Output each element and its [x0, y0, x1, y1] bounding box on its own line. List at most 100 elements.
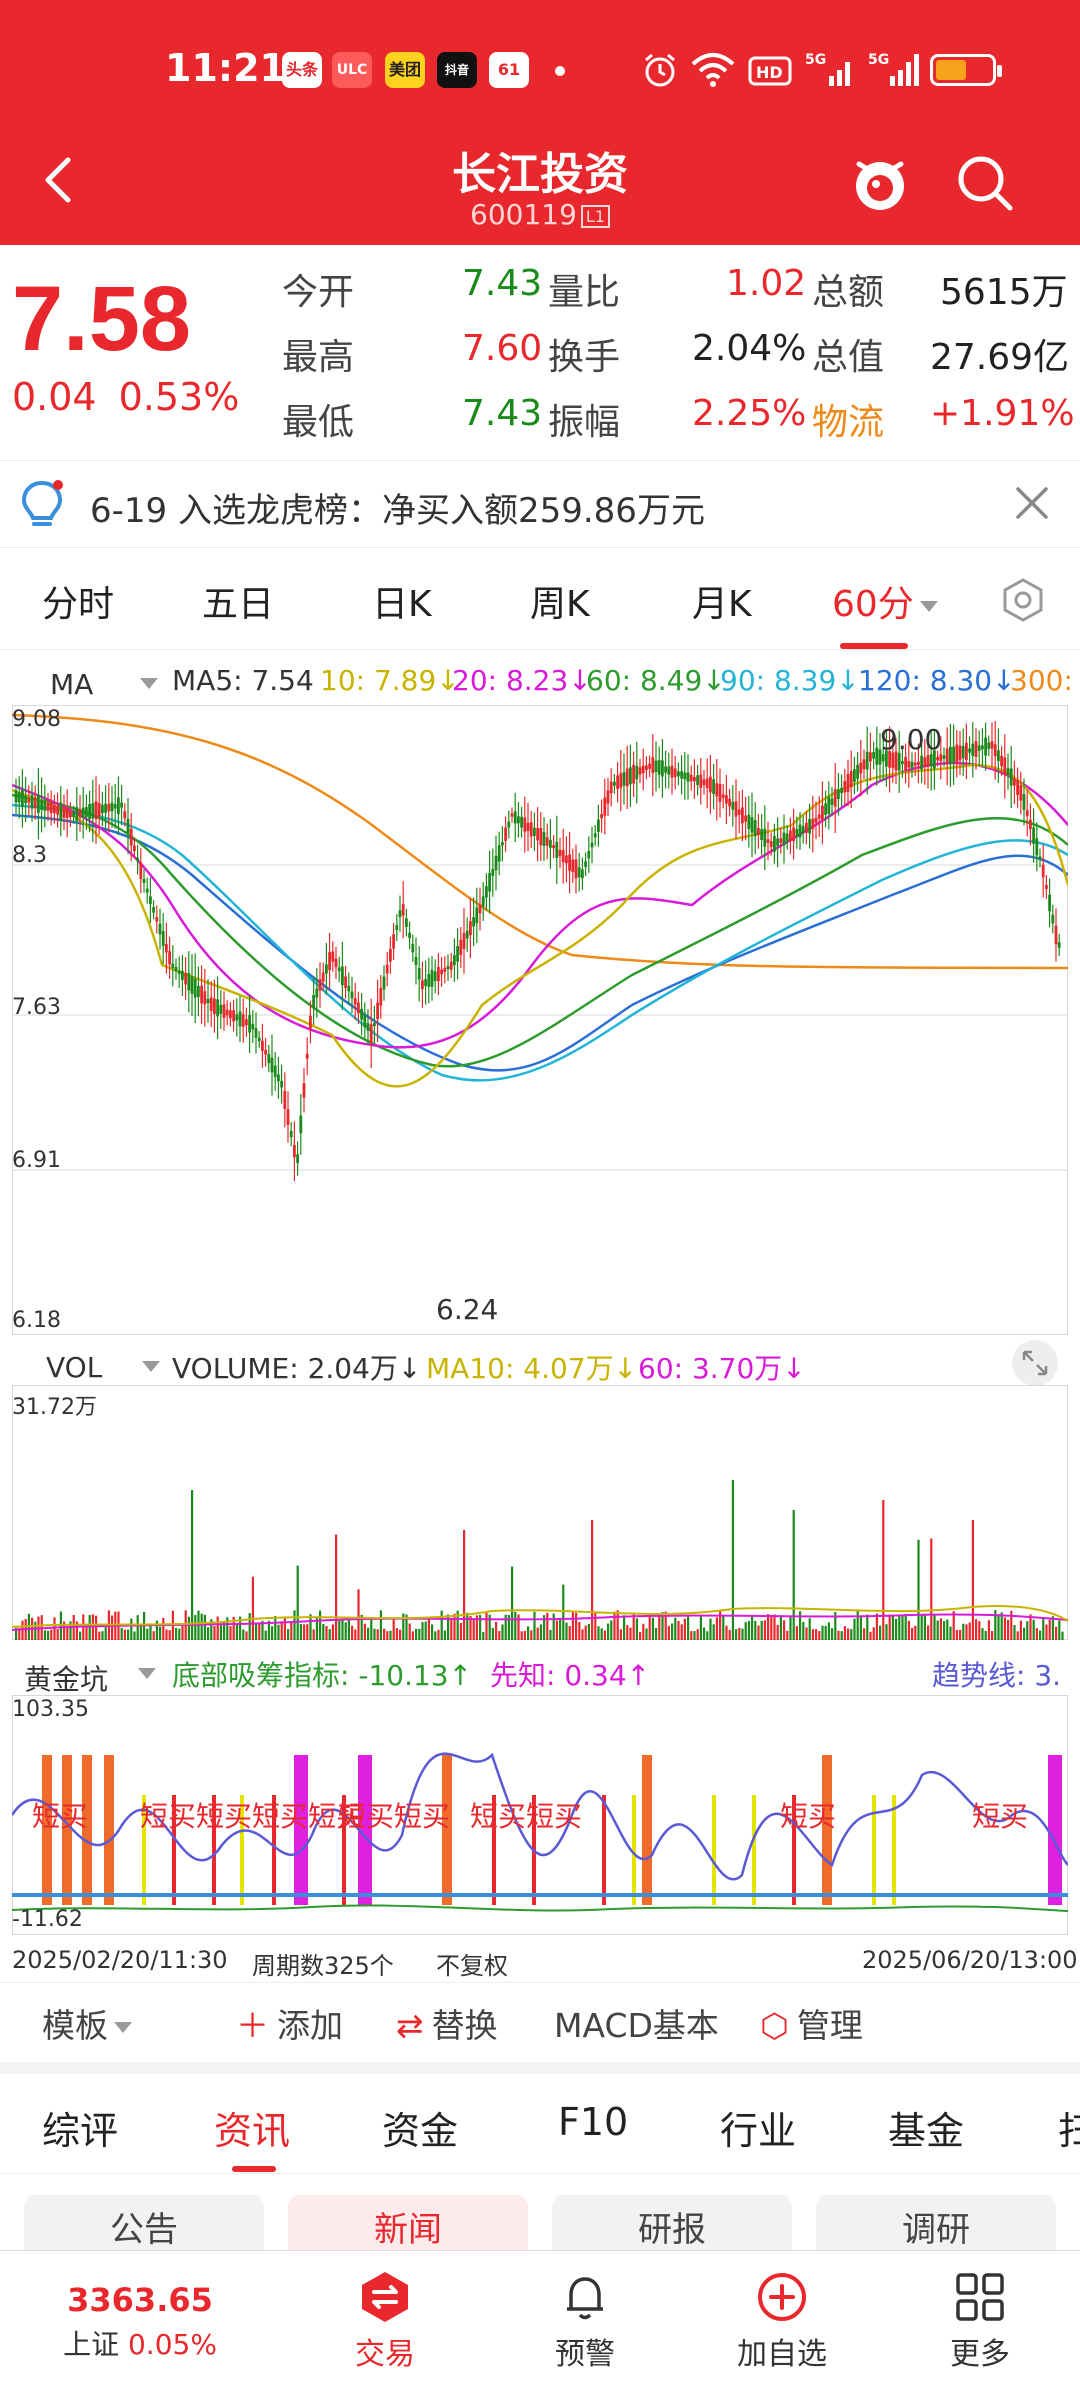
tab-fund[interactable]: 基金	[888, 2109, 965, 2153]
candle-body	[456, 946, 459, 962]
indicator-signal-label: 短买	[780, 1800, 837, 1833]
candle-body	[920, 755, 923, 770]
trend-line-value: 趋势线: 3.	[932, 1659, 1062, 1692]
volume-chart[interactable]: 31.72万	[11, 1384, 1069, 1641]
macd-button[interactable]: MACD基本	[554, 2006, 719, 2045]
index-ticker[interactable]: 3363.65 上证 0.05%	[40, 2281, 240, 2363]
search-icon[interactable]	[950, 148, 1020, 218]
tab-monthly-k[interactable]: 月K	[692, 584, 752, 625]
volume-bar	[245, 1631, 248, 1640]
subtab-research[interactable]: 研报	[552, 2195, 792, 2255]
nav-more[interactable]: 更多	[910, 2269, 1050, 2373]
volume-bar	[591, 1520, 594, 1640]
candle-body	[769, 841, 773, 848]
candle-body	[814, 817, 818, 823]
candle-body	[491, 869, 495, 877]
subtab-news[interactable]: 新闻	[288, 2195, 528, 2255]
candle-body	[667, 766, 671, 775]
chevron-down-icon	[919, 600, 938, 612]
candle-body	[965, 742, 968, 761]
quote-value: 7.43	[462, 263, 543, 304]
volume-bar	[187, 1616, 190, 1640]
candle-body	[59, 802, 63, 821]
candle-body	[417, 968, 421, 980]
candle-body	[949, 746, 952, 764]
candle-body	[686, 772, 690, 782]
indicator-chart[interactable]: 103.35 -11.62 短买 短买短买短买短买 短买短买 短买短买 短买 短…	[10, 1694, 1069, 1936]
volume-bar	[651, 1617, 654, 1640]
volume-bar	[1032, 1619, 1035, 1640]
index-name: 上证	[63, 2328, 120, 2361]
candle-body	[33, 797, 37, 809]
candle-body	[85, 807, 88, 818]
volume-bar	[520, 1631, 523, 1640]
volume-bar	[850, 1629, 853, 1640]
chevron-down-icon[interactable]	[142, 1361, 160, 1372]
tab-five-day[interactable]: 五日	[202, 584, 275, 625]
chart-settings-icon[interactable]	[1000, 577, 1046, 623]
tab-news[interactable]: 资讯	[214, 2109, 291, 2153]
replace-button[interactable]: ⇄ 替换	[396, 1999, 498, 2047]
volume-bar	[1039, 1630, 1042, 1640]
adjust-mode[interactable]: 不复权	[436, 1952, 508, 1980]
volume-bar	[207, 1627, 210, 1640]
add-button[interactable]: ＋添加	[236, 1999, 343, 2047]
tab-f10[interactable]: F10	[558, 2100, 629, 2144]
candle-body	[545, 837, 549, 846]
tab-overview[interactable]: 综评	[42, 2109, 119, 2153]
volume-bar	[351, 1625, 354, 1640]
tab-industry[interactable]: 行业	[720, 2109, 797, 2153]
volume-bar	[127, 1629, 130, 1640]
sector-change[interactable]: +1.91%	[930, 393, 1075, 434]
expand-icon[interactable]	[1012, 1340, 1058, 1386]
mascot-icon[interactable]	[845, 148, 915, 218]
tab-weekly-k[interactable]: 周K	[530, 584, 590, 625]
template-button[interactable]: 模板	[42, 1999, 132, 2047]
chevron-down-icon[interactable]	[138, 1668, 156, 1679]
volume-bar	[907, 1620, 910, 1640]
indicator-signal-label: 短买短买短买短买	[140, 1800, 365, 1833]
nav-add-watchlist[interactable]: 加自选	[712, 2269, 852, 2373]
candle-body	[315, 988, 319, 998]
subtab-announcement[interactable]: 公告	[24, 2195, 264, 2255]
dragon-tiger-notice[interactable]: 6-19 入选龙虎榜：净买入额259.86万元	[0, 460, 1080, 548]
candle-body	[625, 768, 629, 787]
volume-bar	[453, 1613, 456, 1640]
volume-bar	[872, 1627, 875, 1640]
tab-intraday[interactable]: 分时	[42, 584, 115, 625]
subtab-survey[interactable]: 调研	[816, 2195, 1056, 2255]
volume-bar	[783, 1620, 786, 1640]
back-icon[interactable]	[30, 150, 90, 210]
tab-60min[interactable]: 60分	[832, 575, 938, 627]
prophet-value: 先知: 0.34↑	[490, 1659, 651, 1692]
tab-more[interactable]: 扫	[1058, 2100, 1080, 2155]
sector-label[interactable]: 物流	[812, 402, 885, 443]
candle-body	[648, 763, 651, 769]
volume-bar	[1007, 1619, 1010, 1640]
volume-bar	[315, 1616, 318, 1640]
tab-daily-k[interactable]: 日K	[372, 584, 432, 625]
nav-alert[interactable]: 预警	[515, 2269, 655, 2373]
volume-bar	[690, 1631, 693, 1640]
candle-body	[795, 829, 799, 837]
candle-body	[901, 761, 904, 765]
volume-bar	[130, 1618, 133, 1640]
volume-bar	[165, 1629, 168, 1640]
candle-body	[213, 998, 216, 1014]
quote-label: 最高	[282, 337, 355, 378]
manage-button[interactable]: ⬡ 管理	[760, 1999, 863, 2047]
price-axis-label: 7.63	[12, 995, 61, 1020]
battery-level	[936, 60, 966, 80]
candle-body	[1009, 768, 1013, 786]
volume-bar	[479, 1615, 482, 1640]
chevron-down-icon[interactable]	[140, 678, 158, 689]
current-price: 7.58	[12, 268, 192, 370]
candle-body	[469, 921, 472, 936]
close-icon[interactable]	[1010, 481, 1054, 525]
volume-bar	[744, 1622, 747, 1640]
volume-bar	[155, 1620, 158, 1640]
kline-chart[interactable]: 9.08 8.3 7.63 6.91 6.18 9.00 6.24	[11, 704, 1070, 1336]
nav-trade[interactable]: 交易	[315, 2269, 455, 2373]
tab-funds[interactable]: 资金	[382, 2109, 459, 2153]
volume-bar	[427, 1618, 430, 1640]
